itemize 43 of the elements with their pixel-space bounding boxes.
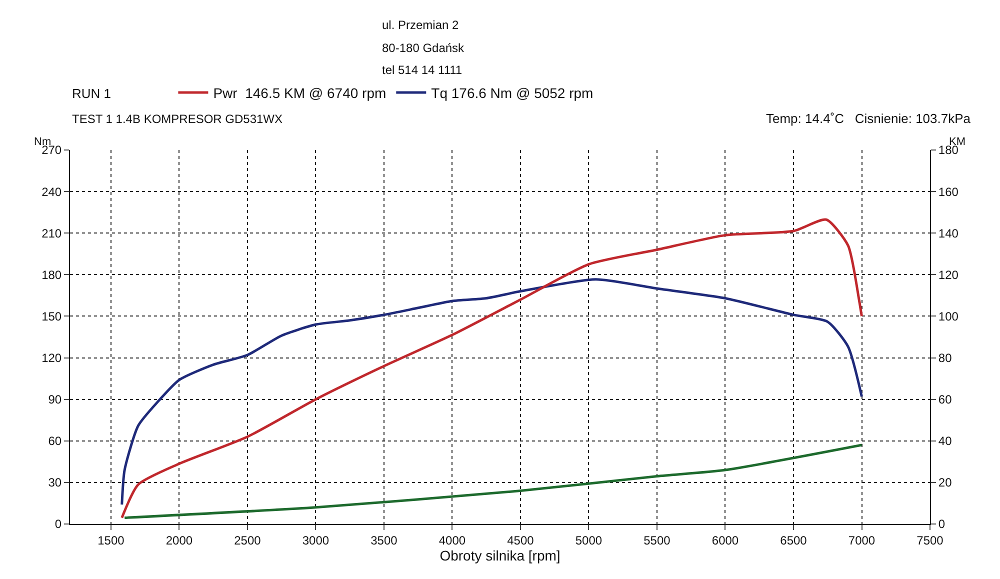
x-tick-label: 7000 (848, 533, 876, 548)
y-tick-label: 30 (48, 476, 62, 490)
y-tick-label: 180 (42, 268, 62, 282)
x-axis-title: Obroty silnika [rpm] (440, 548, 560, 564)
line-series (120, 218, 863, 520)
x-tick-label: 6000 (712, 533, 739, 548)
legend-label: Pwr 146.5 KM @ 6740 rpm (213, 84, 386, 101)
y-tick-label: 240 (42, 184, 62, 199)
y-tick-label: 210 (42, 226, 62, 240)
text: Temp: 14.4˚C Cisnienie: 103.7kPa (766, 111, 972, 126)
y2-tick-label: 60 (938, 392, 952, 407)
y2-tick-label: 40 (938, 434, 952, 448)
y2-tick-label: 160 (938, 184, 959, 199)
text: 80-180 Gdańsk (382, 41, 466, 55)
x-tick-label: 5000 (575, 533, 602, 548)
x-tick-label: 5500 (644, 533, 671, 548)
x-tick-label: 2500 (234, 533, 262, 548)
x-tick-label: 3500 (370, 533, 398, 548)
text: RUN 1 (72, 86, 112, 101)
y-tick-label: 150 (42, 309, 62, 324)
x-tick-label: 1500 (98, 533, 125, 548)
text: tel 514 14 1111 (382, 63, 462, 77)
legend-label: Tq 176.6 Nm @ 5052 rpm (431, 84, 594, 101)
y-tick-label: 60 (48, 434, 62, 448)
line-series (120, 278, 863, 506)
y2-tick-label: 0 (938, 517, 946, 532)
x-tick-label: 7500 (916, 533, 944, 548)
y-tick-label: 0 (54, 517, 62, 532)
y2-tick-label: 80 (938, 350, 952, 365)
text: ul. Przemian 2 (382, 18, 460, 32)
text: TEST 1 1.4B KOMPRESOR GD531WX (72, 112, 283, 126)
y-tick-label: 90 (48, 392, 62, 407)
y-tick-label: 120 (42, 350, 62, 365)
y2-tick-label: 120 (938, 268, 959, 282)
x-tick-label: 3000 (302, 533, 330, 548)
y2-tick-label: 100 (938, 309, 959, 324)
y2-tick-label: 20 (938, 476, 952, 490)
line-series (123, 444, 863, 520)
x-tick-label: 4000 (438, 533, 466, 548)
x-tick-label: 2000 (166, 533, 193, 548)
y2-tick-label: 140 (938, 226, 959, 240)
x-tick-label: 4500 (507, 533, 534, 548)
x-tick-label: 6500 (780, 533, 808, 548)
